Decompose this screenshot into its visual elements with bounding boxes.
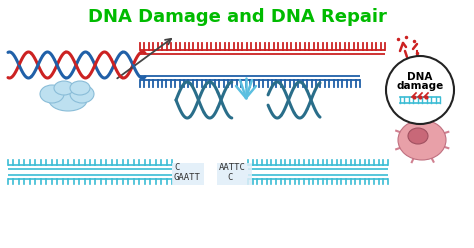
Ellipse shape bbox=[398, 120, 446, 160]
Circle shape bbox=[386, 56, 454, 124]
Text: GAATT: GAATT bbox=[174, 174, 201, 183]
FancyBboxPatch shape bbox=[172, 163, 204, 185]
Text: C: C bbox=[227, 174, 232, 183]
Ellipse shape bbox=[40, 85, 64, 103]
Text: C: C bbox=[174, 162, 179, 172]
FancyBboxPatch shape bbox=[217, 163, 252, 185]
Ellipse shape bbox=[408, 128, 428, 144]
Ellipse shape bbox=[70, 85, 94, 103]
Text: damage: damage bbox=[396, 81, 444, 91]
Ellipse shape bbox=[70, 81, 90, 95]
Ellipse shape bbox=[54, 81, 74, 95]
Text: DNA: DNA bbox=[407, 72, 433, 82]
Ellipse shape bbox=[49, 89, 87, 111]
Text: AATTC: AATTC bbox=[219, 162, 246, 172]
Text: DNA Damage and DNA Repair: DNA Damage and DNA Repair bbox=[88, 8, 386, 26]
